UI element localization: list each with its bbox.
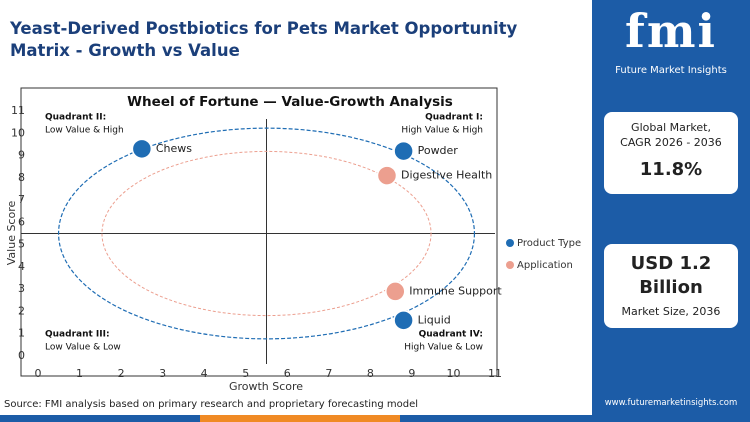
logo-subtitle: Future Market Insights xyxy=(615,65,727,76)
y-axis-label: Value Score xyxy=(5,201,18,266)
legend-label: Application xyxy=(517,260,573,271)
legend-label: Product Type xyxy=(517,238,581,249)
x-tick-label: 3 xyxy=(159,367,166,380)
footer-strip xyxy=(400,415,750,422)
x-tick-label: 4 xyxy=(201,367,208,380)
point-label: Powder xyxy=(418,144,459,157)
x-axis-label: Growth Score xyxy=(229,380,303,393)
y-tick-label: 11 xyxy=(11,104,25,117)
quadrant-title: Quadrant II: xyxy=(45,113,106,123)
footer-strip xyxy=(200,415,400,422)
y-tick-label: 6 xyxy=(18,215,25,228)
quadrant-text: High Value & High xyxy=(401,126,483,136)
card-label: Global Market, CAGR 2026 - 2036 xyxy=(620,121,722,149)
inner-ring xyxy=(101,150,432,317)
cagr-card: Global Market, CAGR 2026 - 2036 11.8% xyxy=(604,112,738,194)
quadrant-text: Low Value & High xyxy=(45,126,124,136)
point xyxy=(393,310,414,331)
point-label: Digestive Health xyxy=(401,169,492,182)
outer-ring xyxy=(57,127,476,340)
point xyxy=(393,140,414,162)
logo: fmi xyxy=(625,4,717,58)
card-value: USD 1.2 Billion xyxy=(630,253,712,298)
y-tick-label: 3 xyxy=(18,282,25,295)
quadrant-title: Quadrant III: xyxy=(45,330,110,340)
point-label: Chews xyxy=(156,142,192,155)
card-value: 11.8% xyxy=(639,159,703,180)
legend-marker xyxy=(506,261,514,269)
page-title: Yeast-Derived Postbiotics for Pets Marke… xyxy=(10,19,518,60)
y-tick-label: 4 xyxy=(18,260,25,273)
x-tick-label: 10 xyxy=(446,367,460,380)
sidebar: fmi Future Market Insights Global Market… xyxy=(592,0,750,415)
point xyxy=(385,281,406,302)
footer-strip xyxy=(0,415,200,422)
point xyxy=(376,165,398,186)
x-tick-label: 6 xyxy=(284,367,291,380)
y-tick-label: 8 xyxy=(18,171,25,184)
card-label: Market Size, 2036 xyxy=(621,305,721,318)
x-tick-label: 9 xyxy=(408,367,415,380)
y-tick-label: 5 xyxy=(18,238,25,251)
x-tick-label: 2 xyxy=(118,367,125,380)
y-tick-label: 0 xyxy=(18,349,25,362)
chart-title: Wheel of Fortune — Value-Growth Analysis xyxy=(127,94,453,110)
website: www.futuremarketinsights.com xyxy=(604,398,738,408)
point xyxy=(131,138,153,160)
quadrant-text: Low Value & Low xyxy=(45,343,121,353)
chart: Wheel of Fortune — Value-Growth Analysis… xyxy=(5,87,581,393)
x-tick-label: 5 xyxy=(242,367,249,380)
x-tick-label: 7 xyxy=(325,367,332,380)
y-tick-label: 2 xyxy=(18,304,25,317)
quadrant-title: Quadrant IV: xyxy=(419,330,483,340)
legend-marker xyxy=(506,239,514,247)
y-tick-label: 10 xyxy=(11,126,25,139)
x-tick-label: 0 xyxy=(35,367,42,380)
y-tick-label: 1 xyxy=(18,327,25,340)
y-tick-label: 7 xyxy=(18,193,25,206)
source-note: Source: FMI analysis based on primary re… xyxy=(4,399,419,410)
quadrant-title: Quadrant I: xyxy=(425,113,483,123)
market-size-card: USD 1.2 Billion Market Size, 2036 xyxy=(604,244,738,328)
x-tick-label: 8 xyxy=(367,367,374,380)
quadrant-text: High Value & Low xyxy=(404,343,483,353)
x-tick-label: 11 xyxy=(488,367,502,380)
x-tick-label: 1 xyxy=(76,367,83,380)
point-label: Immune Support xyxy=(409,284,502,297)
y-tick-label: 9 xyxy=(18,149,25,162)
chart-frame xyxy=(20,87,498,377)
point-label: Liquid xyxy=(418,313,451,326)
